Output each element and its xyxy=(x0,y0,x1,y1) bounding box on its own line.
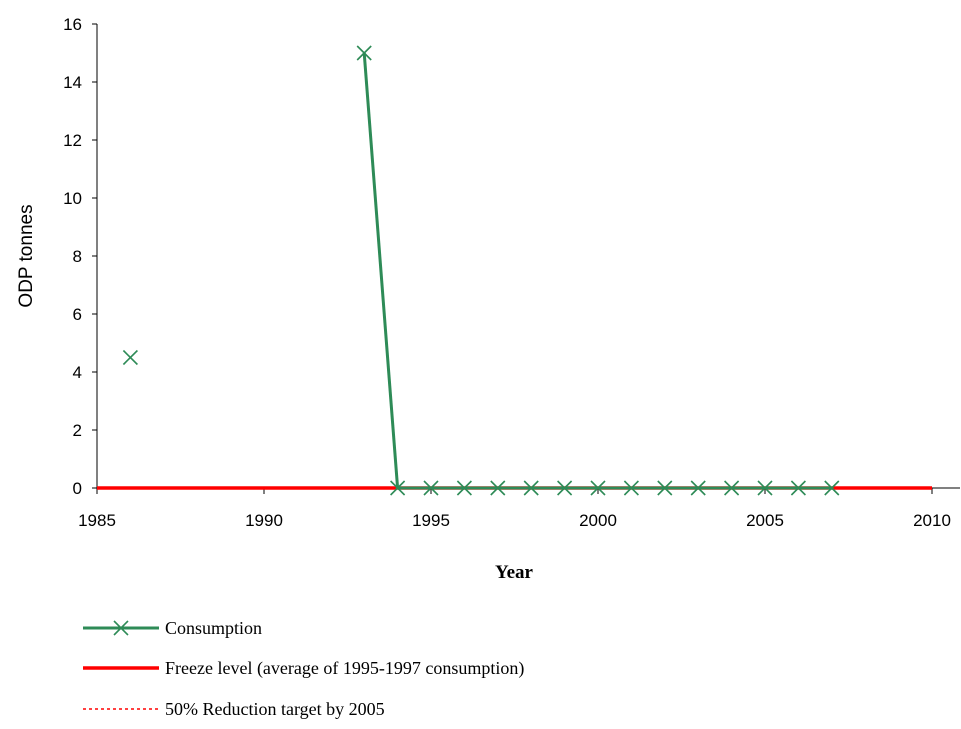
legend-item-1: Freeze level (average of 1995-1997 consu… xyxy=(83,658,524,679)
y-tick-label: 0 xyxy=(73,479,82,498)
x-axis-title: Year xyxy=(495,562,534,583)
legend-item-0: Consumption xyxy=(83,618,262,638)
y-tick-label: 8 xyxy=(73,247,82,266)
legend-label: 50% Reduction target by 2005 xyxy=(165,699,385,719)
consumption-marker xyxy=(490,480,506,496)
x-tick-label: 1990 xyxy=(245,511,283,530)
series-0 xyxy=(122,45,840,496)
legend-label: Freeze level (average of 1995-1997 consu… xyxy=(165,658,524,679)
x-tick-label: 2010 xyxy=(913,511,951,530)
consumption-marker xyxy=(557,480,573,496)
x-tick-label: 1995 xyxy=(412,511,450,530)
consumption-marker xyxy=(623,480,639,496)
x-axis-ticks: 1985 1990 1995 2000 2005 2010 xyxy=(78,488,951,530)
legend-marker xyxy=(113,620,129,636)
consumption-line-segment xyxy=(362,52,400,489)
y-tick-label: 14 xyxy=(63,73,82,92)
consumption-marker xyxy=(690,480,706,496)
consumption-marker xyxy=(657,480,673,496)
legend-item-2: 50% Reduction target by 2005 xyxy=(83,699,385,719)
y-tick-label: 2 xyxy=(73,421,82,440)
consumption-marker xyxy=(724,480,740,496)
consumption-marker xyxy=(757,480,773,496)
series-layer xyxy=(97,45,932,496)
x-tick-label: 1985 xyxy=(78,511,116,530)
legend: Consumption Freeze level (average of 1995… xyxy=(83,618,524,719)
x-tick-label: 2000 xyxy=(579,511,617,530)
y-axis-title: ODP tonnes xyxy=(16,204,37,307)
y-tick-label: 12 xyxy=(63,131,82,150)
legend-label: Consumption xyxy=(165,618,262,638)
consumption-marker xyxy=(590,480,606,496)
consumption-marker xyxy=(790,480,806,496)
consumption-marker xyxy=(456,480,472,496)
y-tick-label: 10 xyxy=(63,189,82,208)
y-tick-label: 4 xyxy=(73,363,82,382)
consumption-marker xyxy=(824,480,840,496)
consumption-marker xyxy=(356,45,372,61)
x-tick-label: 2005 xyxy=(746,511,784,530)
y-axis-ticks: 0 2 4 6 8 10 12 14 16 xyxy=(63,15,97,498)
y-tick-label: 6 xyxy=(73,305,82,324)
consumption-marker xyxy=(122,349,138,366)
y-tick-label: 16 xyxy=(63,15,82,34)
consumption-marker xyxy=(423,480,439,496)
consumption-marker xyxy=(523,480,539,496)
plot-area: 0 2 4 6 8 10 12 14 16 1985 1990 1995 2000 2005 2010 xyxy=(63,15,960,530)
consumption-marker xyxy=(390,480,406,496)
